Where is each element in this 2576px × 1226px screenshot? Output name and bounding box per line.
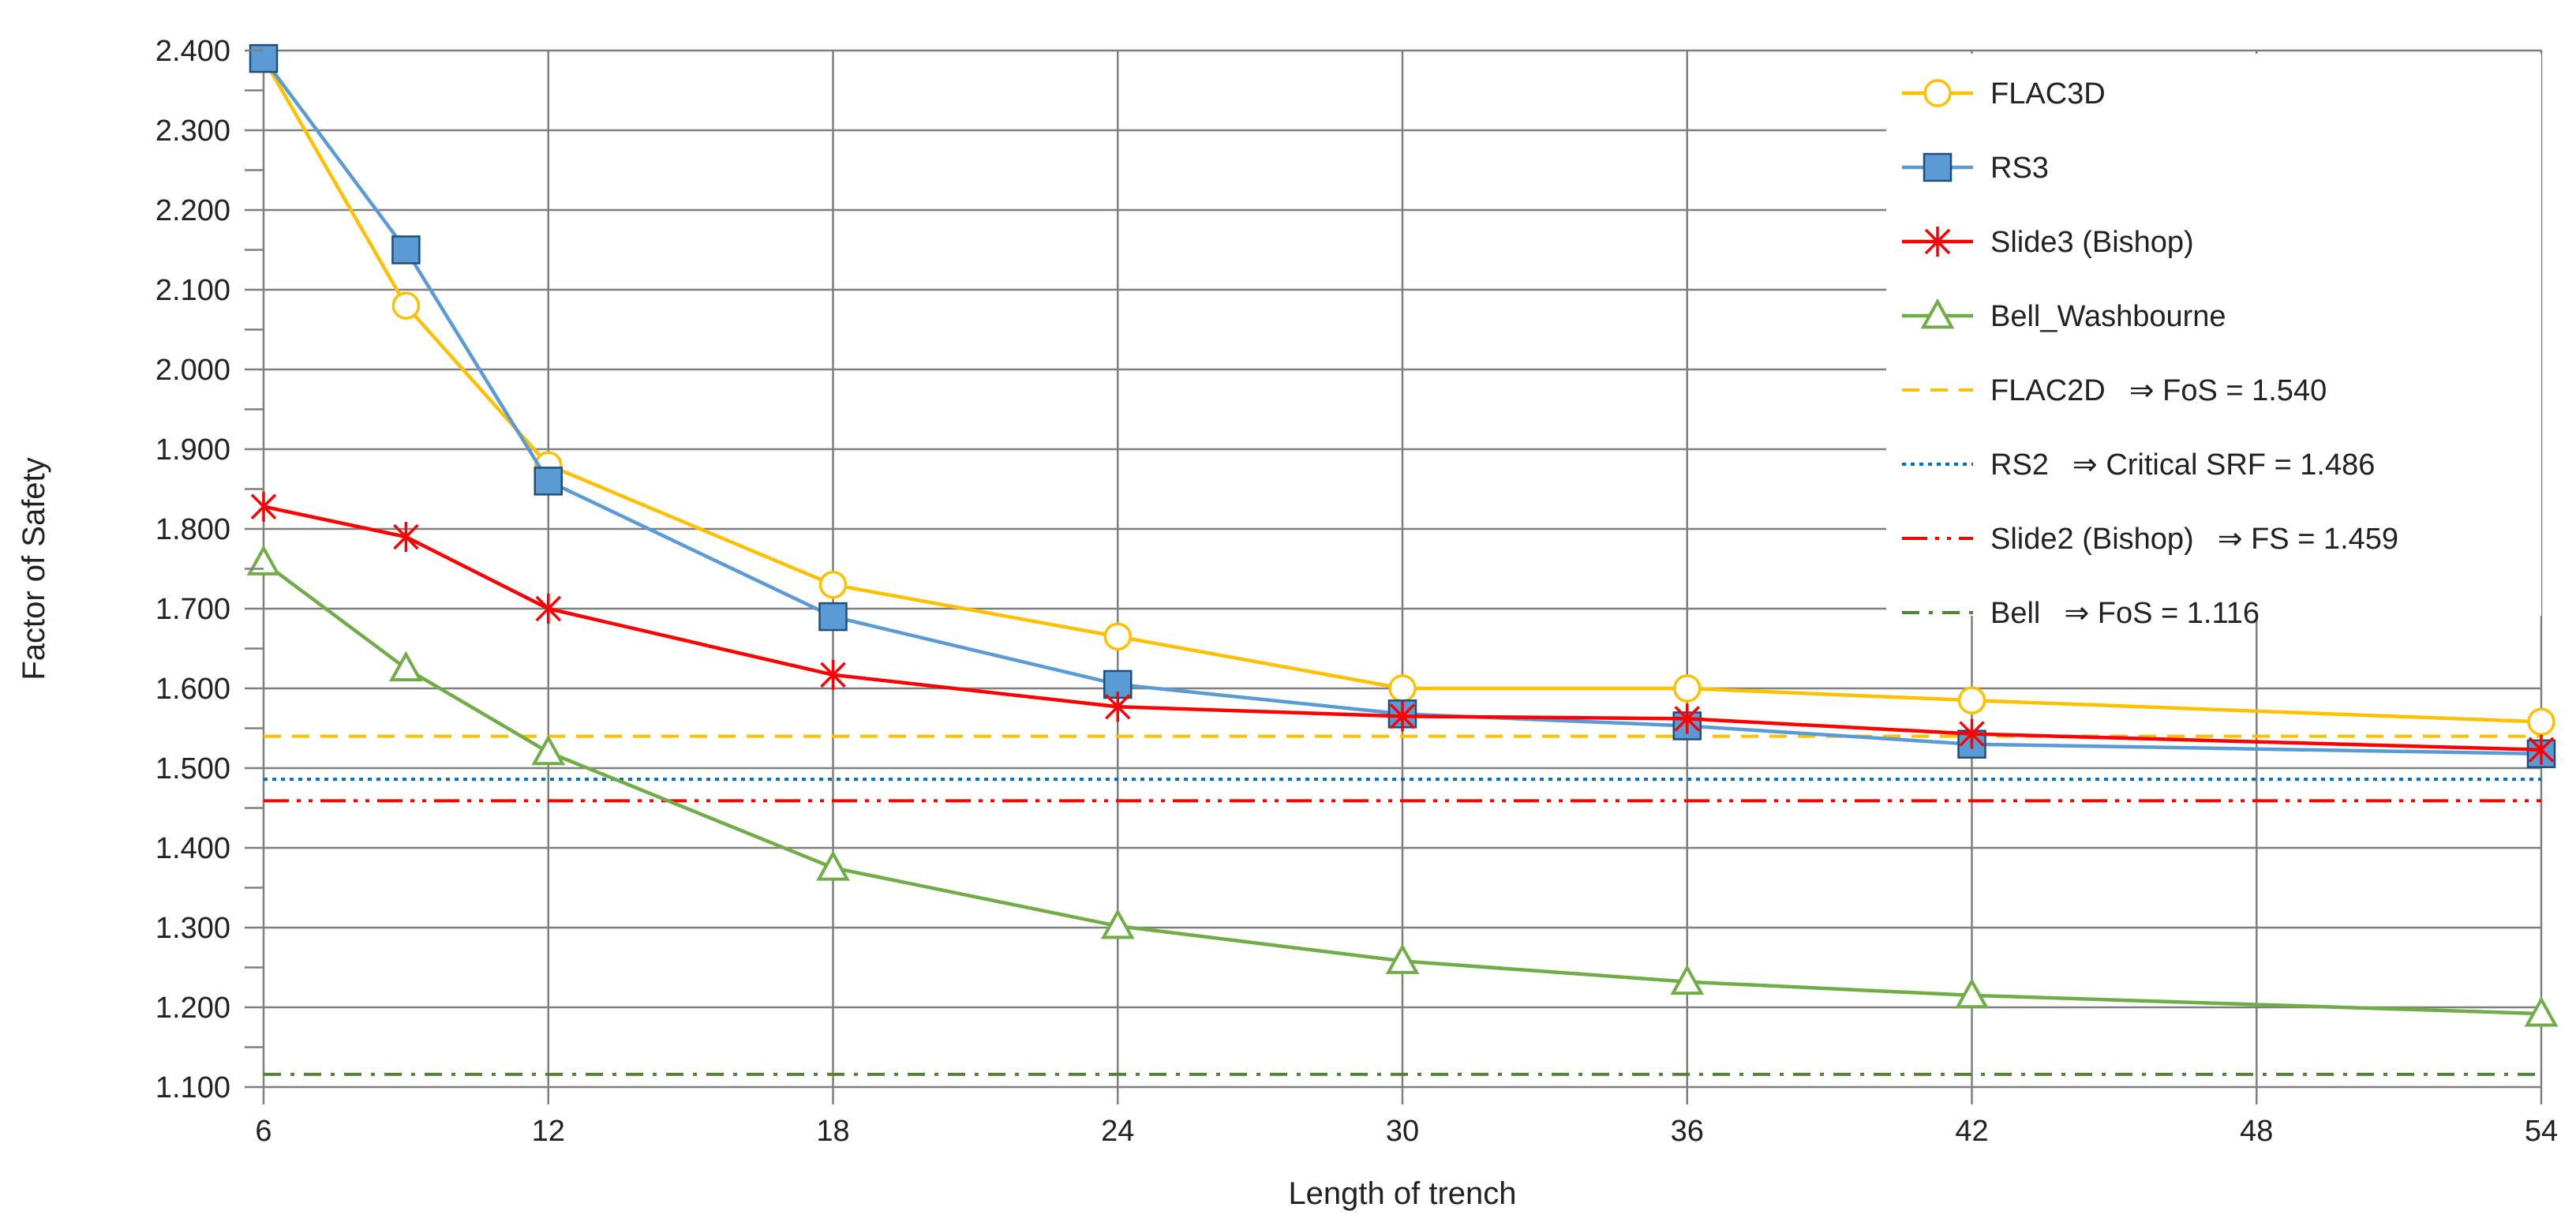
- data-point-3: [1670, 964, 1705, 995]
- x-tick-label: 12: [532, 1115, 565, 1148]
- y-tick-label: 2.300: [155, 114, 230, 148]
- data-point-2: [250, 491, 277, 522]
- legend-ref-note-1: ⇒ Critical SRF = 1.486: [2072, 448, 2375, 482]
- y-tick-label: 1.800: [155, 513, 230, 546]
- y-tick-label: 1.300: [155, 912, 230, 945]
- x-tick-label: 6: [255, 1115, 271, 1148]
- data-point-0: [1673, 674, 1702, 703]
- data-point-0: [1103, 622, 1132, 651]
- y-tick-label: 1.600: [155, 673, 230, 706]
- legend-ref-note-3: ⇒ FoS = 1.116: [2064, 597, 2260, 630]
- y-tick-label: 1.500: [155, 752, 230, 785]
- y-tick-label: 2.400: [155, 35, 230, 68]
- series-lines: [246, 43, 2559, 1027]
- data-point-3: [1100, 908, 1135, 939]
- legend-ref-label-1: RS2: [1990, 448, 2049, 482]
- data-point-2: [393, 522, 419, 553]
- data-point-2: [1959, 718, 1985, 749]
- data-point-2: [1674, 703, 1700, 734]
- data-point-2: [2528, 734, 2555, 765]
- x-tick-label: 48: [2240, 1115, 2273, 1148]
- data-point-0: [391, 291, 421, 320]
- data-point-2: [1389, 701, 1416, 732]
- y-tick-label: 1.100: [155, 1071, 230, 1104]
- data-point-3: [2524, 995, 2559, 1027]
- legend-ref-note-0: ⇒ FoS = 1.540: [2129, 374, 2327, 407]
- data-point-3: [246, 545, 281, 576]
- legend-ref-label-2: Slide2 (Bishop): [1990, 523, 2194, 556]
- x-tick-label: 36: [1671, 1115, 1704, 1148]
- legend-label-2: Slide3 (Bishop): [1990, 226, 2194, 259]
- legend-marker-1: [1923, 152, 1953, 182]
- y-tick-label: 1.700: [155, 593, 230, 626]
- y-tick-label: 1.900: [155, 433, 230, 467]
- y-tick-label: 2.100: [155, 274, 230, 307]
- x-tick-label: 18: [816, 1115, 849, 1148]
- x-tick-label: 24: [1101, 1115, 1134, 1148]
- data-point-3: [531, 734, 566, 766]
- x-tick-label: 42: [1955, 1115, 1988, 1148]
- legend-label-0: FLAC3D: [1990, 77, 2106, 111]
- data-point-2: [1105, 692, 1131, 722]
- y-tick-label: 1.400: [155, 832, 230, 865]
- legend-label-3: Bell_Washbourne: [1990, 300, 2226, 333]
- legend-marker-0: [1923, 79, 1952, 107]
- x-tick-label: 30: [1386, 1115, 1419, 1148]
- legend-ref-label-0: FLAC2D: [1990, 374, 2106, 407]
- data-point-0: [2527, 707, 2555, 737]
- data-point-1: [249, 43, 279, 73]
- legend-marker-2: [1924, 227, 1951, 257]
- data-point-1: [818, 602, 848, 632]
- y-axis-title: Factor of Safety: [17, 457, 51, 680]
- data-point-3: [816, 850, 850, 881]
- data-point-3: [1955, 977, 1989, 1009]
- legend-ref-note-2: ⇒ FS = 1.459: [2218, 523, 2398, 556]
- x-tick-label: 54: [2525, 1115, 2558, 1148]
- data-point-1: [534, 467, 563, 496]
- legend-background: [1886, 54, 2541, 616]
- data-point-2: [820, 659, 846, 690]
- legend: FLAC3D RS3 Slide3 (Bishop) Bell_Washbourne F…: [1886, 54, 2541, 630]
- reference-lines: [264, 734, 2541, 1076]
- y-tick-label: 2.000: [155, 354, 230, 387]
- legend-label-1: RS3: [1990, 152, 2049, 185]
- data-point-3: [388, 650, 423, 682]
- legend-marker-3: [1920, 298, 1955, 329]
- x-axis-title: Length of trench: [1288, 1176, 1516, 1211]
- data-point-0: [818, 570, 848, 599]
- axes: 1.100 1.200 1.300 1.400 1.500 1.600 1.700 1.800…: [155, 35, 2558, 1148]
- y-tick-label: 2.200: [155, 194, 230, 227]
- data-point-1: [391, 235, 421, 264]
- data-point-2: [535, 594, 561, 624]
- data-point-3: [1385, 943, 1420, 974]
- data-point-0: [1388, 674, 1417, 703]
- legend-ref-label-3: Bell: [1990, 597, 2040, 630]
- y-tick-label: 1.200: [155, 992, 230, 1025]
- data-point-0: [1957, 686, 1986, 714]
